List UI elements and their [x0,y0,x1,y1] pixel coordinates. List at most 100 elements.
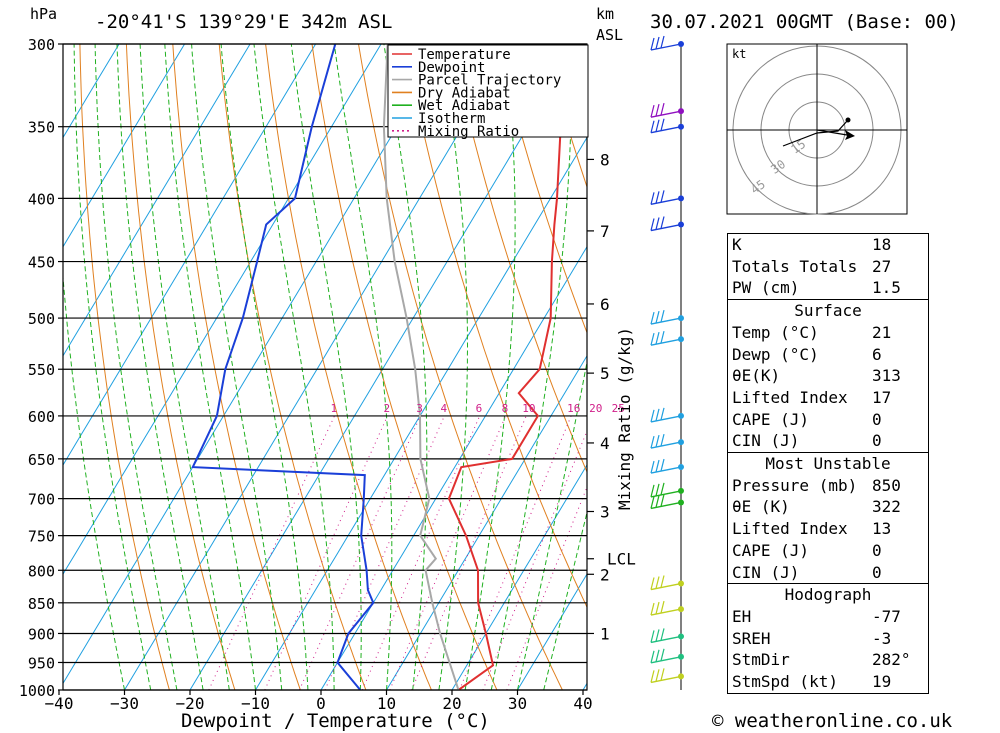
storm-motion-arrowhead [845,130,855,140]
legend-label: Wet Adiabat [418,98,511,114]
indices-general: K 18 Totals Totals 27 PW (cm) 1.5 [728,234,928,299]
wind-barb-feather [660,600,665,614]
isotherm-line [320,245,587,690]
legend-label: Dewpoint [418,60,485,76]
lcl-label: LCL [607,550,636,569]
wind-barb [650,668,684,684]
wind-barb [650,600,684,616]
wind-barb [650,482,684,498]
mixing-ratio-value-label: 1 [330,402,337,415]
surface-cin-label: CIN (J) [732,431,800,451]
wind-barb [650,575,684,591]
wind-barb-staff [650,415,682,423]
wind-barb-staff [650,608,682,616]
wind-barb-feather [660,118,665,131]
stmspd-value: 19 [872,672,892,692]
mixing-ratio-value-label: 25 [612,402,625,415]
wind-barb-feather [650,311,655,325]
wind-barb-feather [650,460,655,474]
height-unit-sub-label: ASL [596,26,623,44]
wind-barb-feather [660,330,665,344]
surface-theta-label: θE(K) [732,366,781,386]
wet-adiabat-line [164,44,256,690]
mixing-ratio-value-label: 8 [502,402,509,415]
wet-adiabat-line [73,44,152,690]
mu-cape-value: 0 [872,540,882,560]
wind-barb-feather [650,630,655,643]
wet-adiabat-line [191,44,283,690]
wind-barb-feather [660,190,665,203]
wind-barb-feather [655,649,660,662]
wind-barb-feather [660,407,665,421]
wind-barb [650,433,684,449]
indices-hodograph: Hodograph EH -77 SREH -3 StmDir 282° StmSpd… [728,583,928,693]
hodograph-title: Hodograph [784,585,872,605]
wind-barb-feather [650,192,655,205]
wind-barb [650,35,684,51]
wind-barb-feather [655,483,660,497]
wet-adiabat-line [220,44,309,690]
wind-barbs [650,35,684,690]
wind-barb-feather [660,575,665,588]
eh-label: EH [732,606,752,626]
mixing-ratio-line [299,415,421,690]
wind-barb-staff [650,317,682,325]
hodograph-end-point [845,117,851,123]
mu-cin-value: 0 [872,562,882,582]
hodograph-unit: kt [732,47,746,61]
wind-barb-feather [650,409,655,423]
mu-pressure-value: 850 [872,475,901,495]
mu-pressure-label: Pressure (mb) [732,475,858,495]
mu-theta-value: 322 [872,497,901,517]
surface-theta-value: 313 [872,366,901,386]
isotherm-line [63,44,382,576]
wet-adiabat-line [116,44,204,690]
wind-barb [650,216,684,232]
hodograph-ring-label: 30 [768,157,788,177]
dry-adiabat-line [218,44,367,690]
wind-barb-feather [650,484,655,498]
km-tick-label: 2 [600,565,610,584]
surface-dewp-value: 6 [872,344,882,364]
wet-adiabat-line [290,44,362,690]
wind-barb-staff [650,197,682,206]
stmspd-label: StmSpd (kt) [732,672,838,692]
isotherm-line [451,464,587,690]
pw-label: PW (cm) [732,278,800,298]
indices-most-unstable: Most Unstable Pressure (mb) 850 θE (K) 322… [728,452,928,583]
isotherm-line [63,44,186,248]
mu-li-value: 13 [872,519,892,539]
surface-cape-label: CAPE (J) [732,409,810,429]
height-unit-label: km [596,5,614,23]
temperature-tick-label: −20 [176,694,205,713]
km-tick-label: 4 [600,434,610,453]
wind-barb [650,407,684,423]
pressure-tick-label: 800 [28,562,55,580]
wet-adiabat-line [253,44,335,690]
dry-adiabat-line [404,44,587,609]
wind-barb-staff [650,126,682,134]
wind-barb-feather [655,191,660,204]
wind-barb [650,118,684,134]
surface-temp-value: 21 [872,322,892,342]
wind-barb-feather [660,433,665,447]
km-tick-label: 8 [600,150,610,169]
copyright-link[interactable]: © weatheronline.co.uk [712,710,953,732]
legend-label: Dry Adiabat [418,85,511,101]
wet-adiabat-line [383,44,428,690]
wet-adiabat-line [139,44,230,690]
surface-cape-value: 0 [872,409,882,429]
x-axis-title: Dewpoint / Temperature (°C) [181,710,490,732]
k-index-label: K [732,235,742,254]
mixing-ratio-value-label: 16 [567,402,580,415]
height-axis: 1 2 3 4 5 6 7 8 LCL [587,150,636,643]
wind-barb-feather [655,36,660,50]
wind-barb-staff [650,110,682,118]
pressure-tick-label: 350 [28,119,55,137]
mixing-ratio-labels: 1 2 3 4 6 8 10 16 20 25 [330,402,624,415]
km-tick-label: 7 [600,222,610,241]
mu-theta-label: θE (K) [732,497,790,517]
wind-barb-staff [650,656,682,664]
profile-lines [191,44,566,690]
